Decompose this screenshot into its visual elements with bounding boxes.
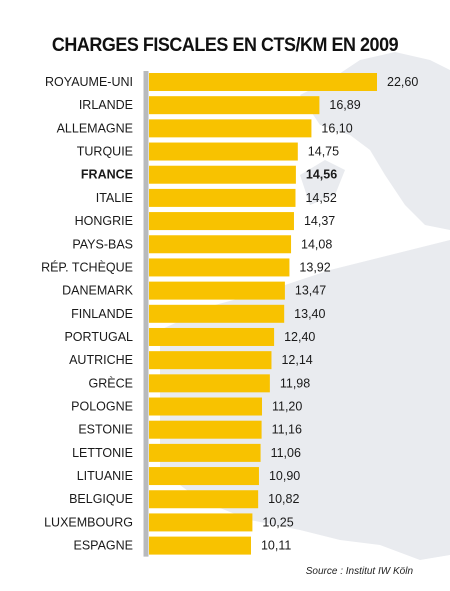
value-label-0: 22,60: [387, 75, 418, 89]
bar-8: [149, 258, 290, 277]
bar-20: [149, 536, 251, 555]
bar-series: ROYAUME-UNI 22,60 IRLANDE 16,89 ALLEMAGNE 16,…: [41, 73, 418, 555]
value-label-13: 11,98: [280, 376, 310, 390]
bar-6: [149, 212, 294, 231]
category-label-11: PORTUGAL: [64, 330, 133, 344]
value-label-1: 16,89: [329, 98, 360, 112]
bar-11: [149, 327, 275, 346]
value-label-19: 10,25: [262, 515, 293, 529]
category-label-12: AUTRICHE: [69, 353, 133, 367]
category-label-15: ESTONIE: [78, 423, 133, 437]
value-label-7: 14,08: [301, 237, 332, 251]
bar-7: [149, 235, 292, 254]
value-label-8: 13,92: [299, 260, 330, 274]
value-label-10: 13,40: [294, 307, 325, 321]
value-label-18: 10,82: [268, 492, 299, 506]
bar-1: [149, 96, 320, 115]
category-label-18: BELGIQUE: [69, 492, 133, 506]
bar-16: [149, 443, 261, 462]
category-label-4: FRANCE: [81, 168, 133, 182]
value-label-4: 14,56: [306, 168, 337, 182]
value-label-11: 12,40: [284, 330, 315, 344]
value-label-14: 11,20: [272, 400, 302, 414]
value-label-15: 11,16: [272, 423, 302, 437]
category-label-20: ESPAGNE: [73, 539, 133, 553]
map-landmass-islands: [300, 160, 345, 205]
bar-5: [149, 188, 296, 207]
value-label-2: 16,10: [321, 121, 352, 135]
bar-12: [149, 351, 272, 370]
category-label-8: RÉP. TCHÈQUE: [41, 259, 133, 274]
value-label-9: 13,47: [295, 284, 326, 298]
bar-15: [149, 420, 262, 439]
bar-10: [149, 304, 285, 323]
value-label-5: 14,52: [305, 191, 336, 205]
category-label-6: HONGRIE: [75, 214, 133, 228]
category-label-16: LETTONIE: [72, 446, 133, 460]
bar-18: [149, 490, 259, 509]
value-label-6: 14,37: [304, 214, 335, 228]
map-landmass-scandinavia: [300, 52, 450, 230]
category-label-7: PAYS-BAS: [72, 237, 133, 251]
bar-14: [149, 397, 262, 416]
category-label-5: ITALIE: [96, 191, 133, 205]
category-label-1: IRLANDE: [79, 98, 133, 112]
bar-0: [149, 73, 377, 91]
category-label-14: POLOGNE: [71, 400, 133, 414]
bar-17: [149, 467, 259, 486]
category-label-13: GRÈCE: [89, 375, 133, 390]
bar-13: [149, 374, 270, 393]
value-label-20: 10,11: [261, 539, 291, 553]
bar-3: [149, 142, 298, 161]
bar-2: [149, 119, 312, 138]
category-label-2: ALLEMAGNE: [57, 121, 133, 135]
category-label-19: LUXEMBOURG: [44, 515, 133, 529]
chart-title: CHARGES FISCALES EN CTS/KM EN 2009: [51, 34, 399, 56]
chart-source: Source : Institut IW Köln: [305, 566, 413, 577]
category-label-10: FINLANDE: [71, 307, 133, 321]
category-label-3: TURQUIE: [77, 145, 133, 159]
category-label-17: LITUANIE: [77, 469, 133, 483]
value-label-16: 11,06: [271, 446, 301, 460]
bar-4: [149, 165, 296, 184]
bar-19: [149, 513, 253, 532]
bar-9: [149, 281, 285, 300]
category-label-0: ROYAUME-UNI: [45, 75, 133, 89]
value-label-17: 10,90: [269, 469, 300, 483]
value-label-12: 12,14: [281, 353, 312, 367]
value-label-3: 14,75: [308, 145, 339, 159]
category-label-9: DANEMARK: [62, 284, 134, 298]
